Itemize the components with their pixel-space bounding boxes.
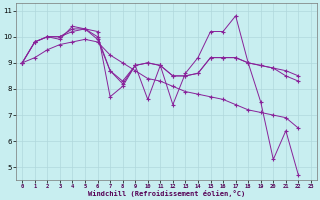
X-axis label: Windchill (Refroidissement éolien,°C): Windchill (Refroidissement éolien,°C) — [88, 190, 245, 197]
